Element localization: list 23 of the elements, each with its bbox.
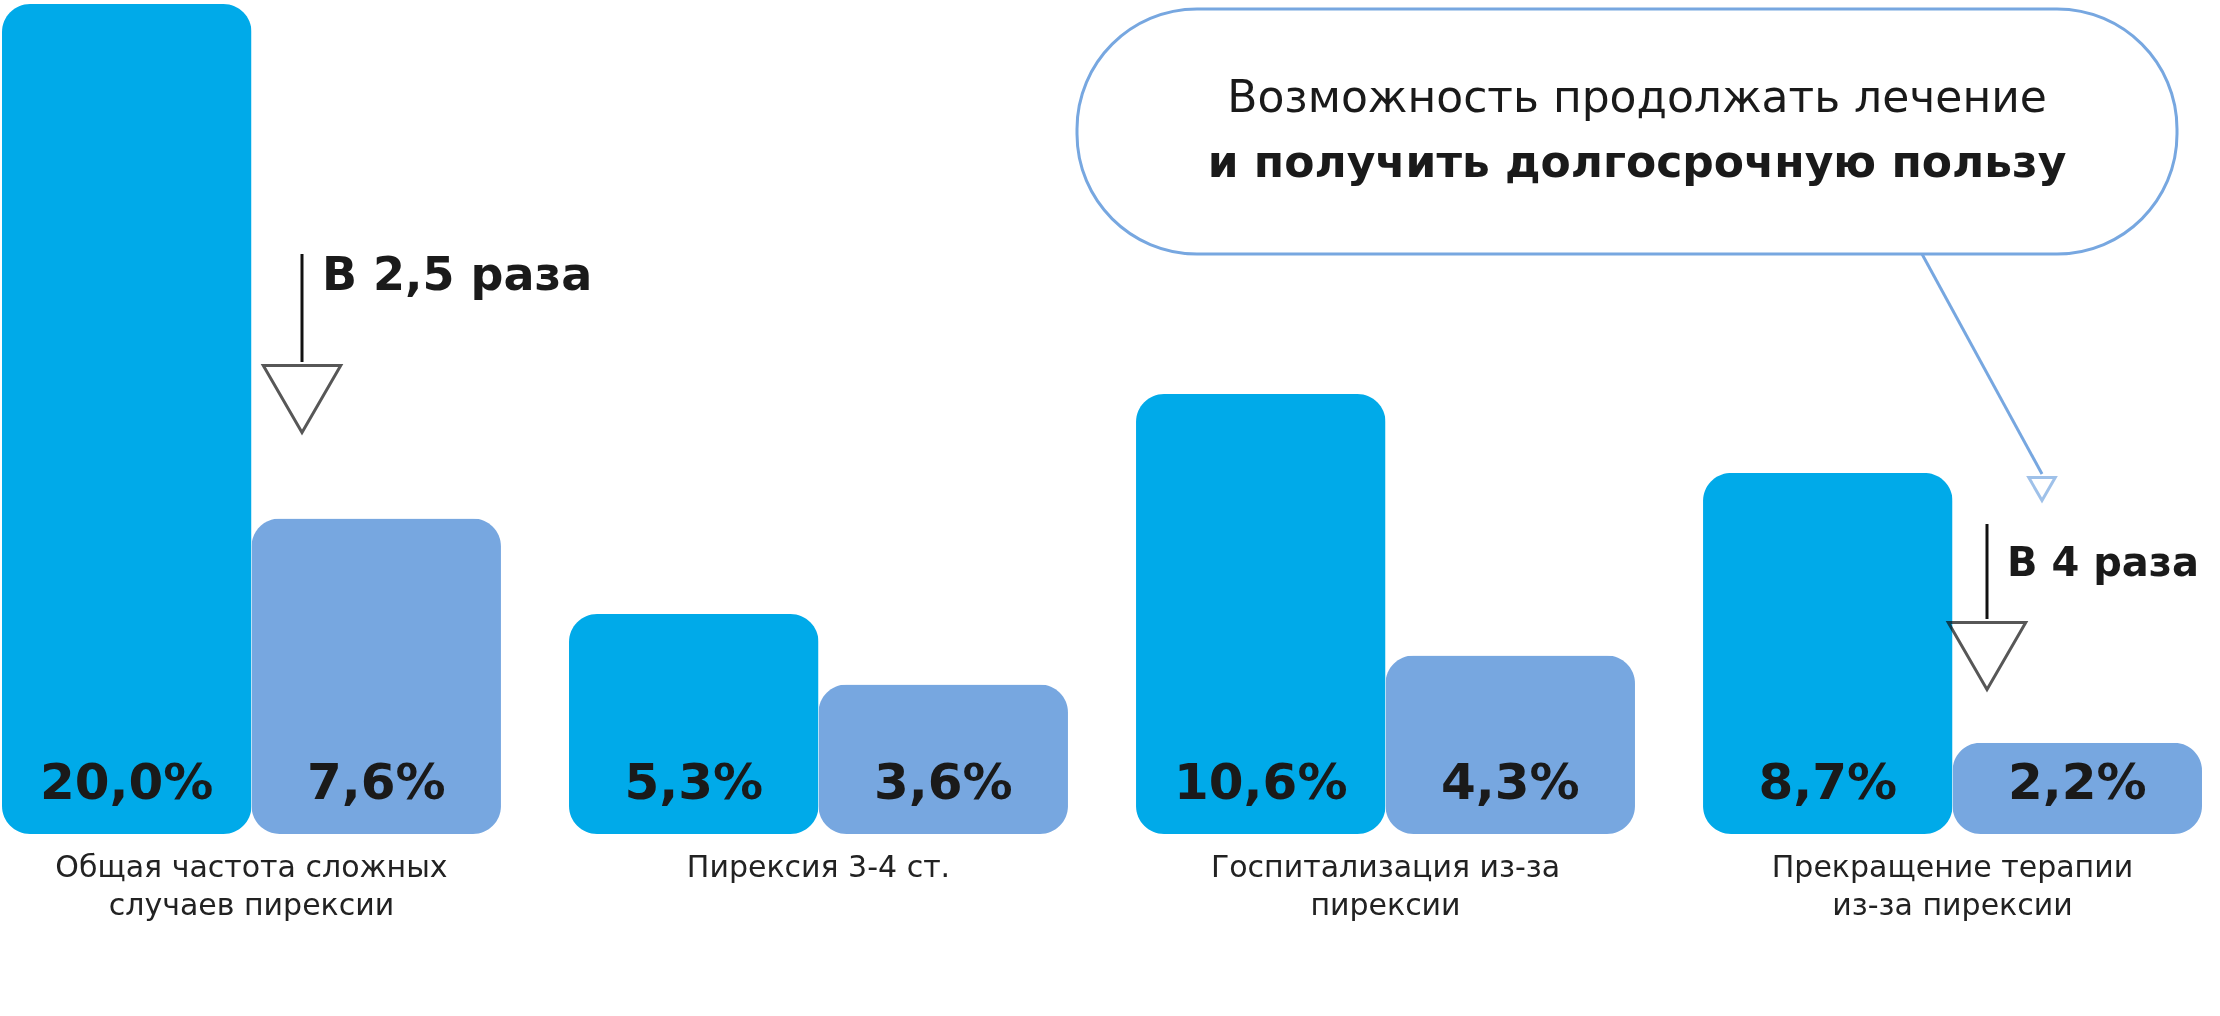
- x-tick-label: Общая частота сложных случаев пирексии: [55, 848, 448, 922]
- data-label: 3,6%: [873, 753, 1013, 811]
- x-tick-label: Прекращение терапии из-за пирексии: [1771, 848, 2134, 922]
- x-tick-label: Госпитализация из-за пирексии: [1210, 848, 1561, 922]
- bar: [1136, 394, 1386, 834]
- annotation: Возможность продолжать лечение: [1227, 71, 2047, 122]
- data-label: 7,6%: [306, 753, 446, 811]
- bar: [2, 4, 252, 834]
- data-label: 10,6%: [1174, 753, 1348, 811]
- data-label: 4,3%: [1440, 753, 1580, 811]
- bar: [569, 614, 819, 834]
- data-label: 5,3%: [624, 753, 764, 811]
- bar: [1703, 472, 1953, 834]
- bar: [818, 684, 1068, 834]
- annotation: В 2,5 раза: [322, 247, 593, 301]
- annotation: В 4 раза: [2007, 539, 2200, 585]
- data-label: 2,2%: [2007, 753, 2147, 811]
- bar: [251, 518, 501, 834]
- bar: [1385, 655, 1635, 834]
- data-label: 20,0%: [40, 753, 214, 811]
- annotation: и получить долгосрочную пользу: [1207, 136, 2067, 187]
- data-label: 8,7%: [1758, 753, 1898, 811]
- x-tick-label: Пирексия 3-4 ст.: [686, 848, 951, 884]
